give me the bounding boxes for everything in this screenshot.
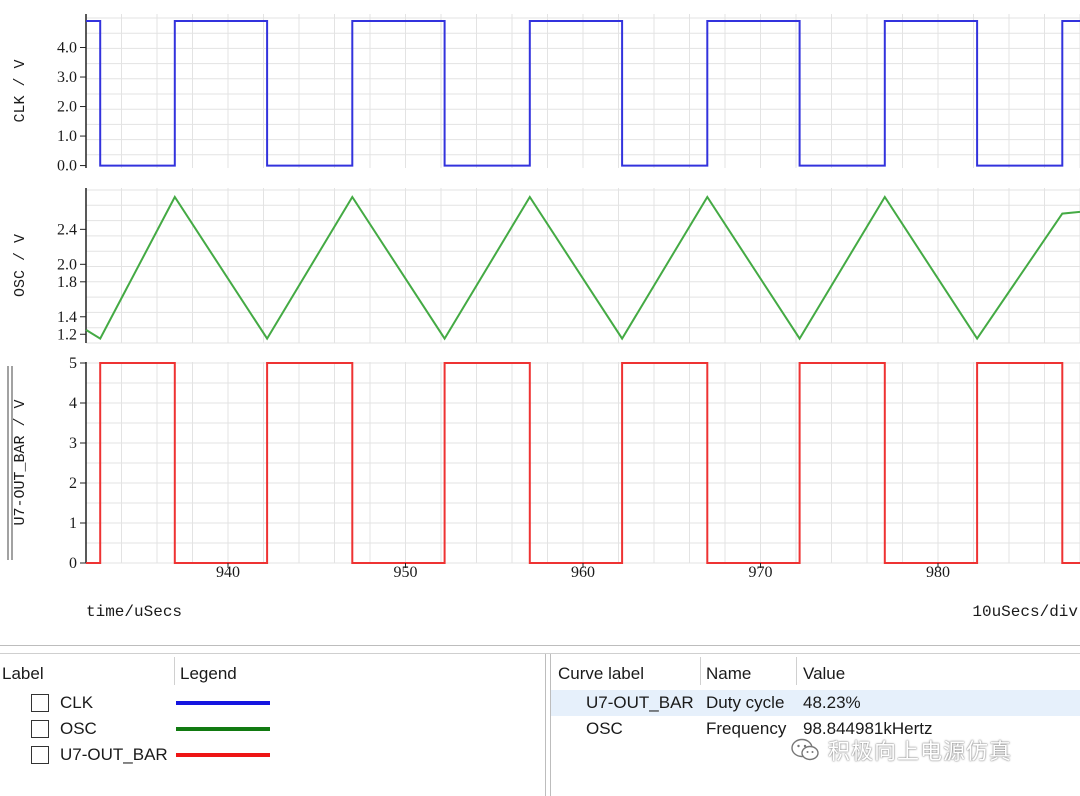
measurement-panel: Curve label Name Value U7-OUT_BAR Duty c… xyxy=(551,655,1080,796)
header-separator[interactable] xyxy=(174,657,175,685)
y-tick-label: 1.0 xyxy=(57,128,77,145)
legend-swatch-clk xyxy=(176,701,270,705)
legend-checkbox-clk[interactable] xyxy=(31,694,49,712)
waveform-trace-0[interactable] xyxy=(86,20,1080,167)
measure-value: 98.844981kHertz xyxy=(803,719,933,738)
measure-header-name[interactable]: Name xyxy=(706,664,752,683)
time-div-label: 10uSecs/div xyxy=(972,603,1078,621)
measure-curve-label: U7-OUT_BAR xyxy=(586,693,694,712)
legend-header-legend[interactable]: Legend xyxy=(180,664,237,683)
y-tick-label: 2.0 xyxy=(57,256,77,273)
measure-header-value[interactable]: Value xyxy=(803,664,846,683)
wechat-icon xyxy=(791,738,819,761)
header-separator[interactable] xyxy=(700,657,701,685)
plot-panel-divider[interactable] xyxy=(0,645,1080,646)
y-tick-label: 2.4 xyxy=(57,221,77,238)
y-tick-label: 3.0 xyxy=(57,69,77,86)
y-axis-label: U7-OUT_BAR / V xyxy=(12,399,29,525)
waveform-trace-1[interactable] xyxy=(85,195,1080,341)
y-axis-label: OSC / V xyxy=(12,234,29,297)
x-tick-label: 940 xyxy=(216,564,240,581)
legend-panel: Label Legend CLK OSC U7-OUT_BAR xyxy=(0,655,545,796)
watermark-text: 积极向上电源仿真 xyxy=(828,740,1013,765)
panel-splitter[interactable] xyxy=(545,654,546,796)
measure-name: Frequency xyxy=(706,719,787,738)
legend-row-u7-out-bar[interactable]: U7-OUT_BAR xyxy=(0,742,545,768)
y-tick-label: 1 xyxy=(69,515,77,532)
measure-value: 48.23% xyxy=(803,693,861,712)
y-tick-label: 4.0 xyxy=(57,40,77,57)
legend-label-clk: CLK xyxy=(60,693,94,712)
legend-checkbox-u7-out-bar[interactable] xyxy=(31,746,49,764)
panel-splitter-edge xyxy=(550,654,551,796)
watermark: 积极向上电源仿真 xyxy=(790,735,1012,765)
y-tick-label: 5 xyxy=(69,355,77,372)
waveform-trace-2[interactable] xyxy=(86,362,1080,564)
measure-row-frequency[interactable]: OSC Frequency 98.844981kHertz xyxy=(551,716,1080,742)
legend-header-label[interactable]: Label xyxy=(2,664,44,683)
y-tick-label: 1.8 xyxy=(57,274,77,291)
y-tick-label: 1.4 xyxy=(57,309,77,326)
y-tick-label: 1.2 xyxy=(57,326,77,343)
y-tick-label: 0 xyxy=(69,555,77,572)
x-tick-label: 980 xyxy=(926,564,950,581)
legend-row-clk[interactable]: CLK xyxy=(0,690,545,716)
time-axis-label: time/uSecs xyxy=(86,603,183,621)
waveform-plot-area[interactable]: 0.0 1.0 2.0 3.0 4.0 CLK / V 1.2 1.4 1.8 2.0 2.4 OSC… xyxy=(0,0,1080,640)
x-tick-label: 970 xyxy=(749,564,773,581)
legend-checkbox-osc[interactable] xyxy=(31,720,49,738)
panel-divider-line xyxy=(0,653,1080,654)
measure-header-curve[interactable]: Curve label xyxy=(558,664,644,683)
legend-swatch-u7-out-bar xyxy=(176,753,270,757)
measure-row-duty-cycle[interactable]: U7-OUT_BAR Duty cycle 48.23% xyxy=(551,690,1080,716)
header-separator[interactable] xyxy=(796,657,797,685)
x-tick-label: 960 xyxy=(571,564,595,581)
legend-label-osc: OSC xyxy=(60,719,97,738)
y-tick-label: 4 xyxy=(69,395,77,412)
y-tick-label: 2.0 xyxy=(57,99,77,116)
legend-row-osc[interactable]: OSC xyxy=(0,716,545,742)
y-tick-label: 0.0 xyxy=(57,158,77,175)
legend-swatch-osc xyxy=(176,727,270,731)
measure-curve-label: OSC xyxy=(586,719,623,738)
x-tick-label: 950 xyxy=(394,564,418,581)
y-axis-label: CLK / V xyxy=(12,59,29,122)
legend-label-u7-out-bar: U7-OUT_BAR xyxy=(60,745,168,764)
y-tick-label: 2 xyxy=(69,475,77,492)
measure-name: Duty cycle xyxy=(706,693,785,712)
y-tick-label: 3 xyxy=(69,435,77,452)
